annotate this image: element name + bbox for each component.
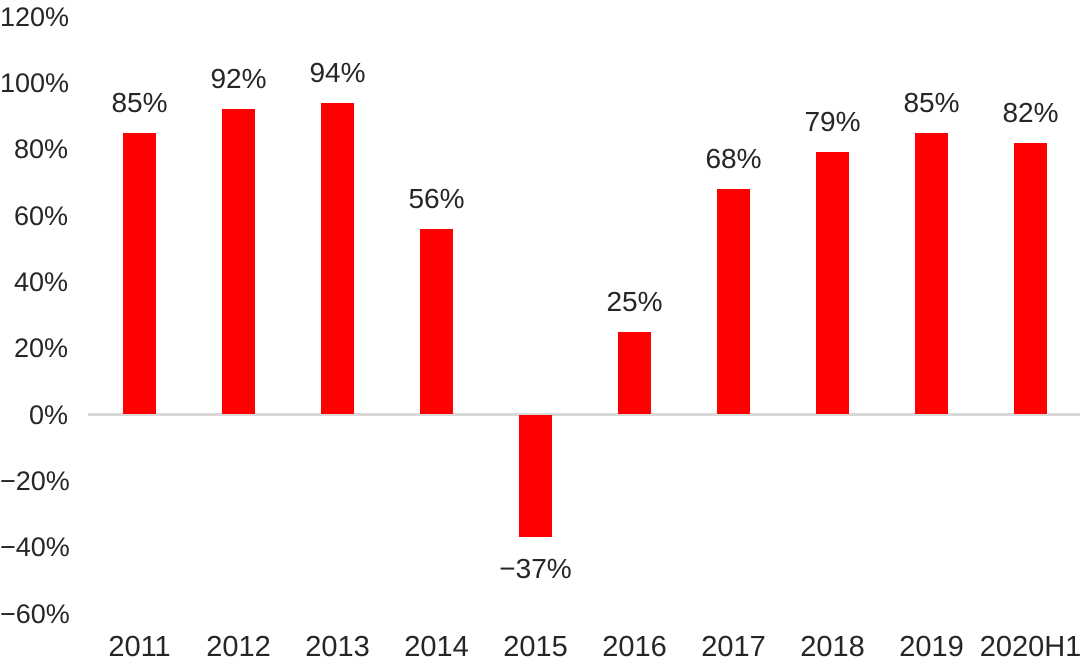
x-axis-label-2018: 2018: [800, 631, 865, 663]
y-axis-tick-label-40pct: 40%: [13, 266, 68, 297]
bar-2014: [420, 228, 453, 415]
bar-data-label-2016: 25%: [606, 285, 663, 317]
bar-2013: [321, 102, 354, 415]
x-axis-label-2011: 2011: [108, 631, 171, 663]
y-axis-tick-label-0pct: 0%: [28, 399, 68, 430]
x-axis-label-2016: 2016: [602, 631, 667, 663]
y-axis-tick-label-−40pct: −40%: [0, 532, 70, 563]
y-axis-tick-label-120pct: 120%: [0, 1, 70, 32]
bar-data-label-2012: 92%: [210, 63, 267, 95]
bar-data-label-2013: 94%: [309, 56, 366, 88]
bar-2011: [123, 132, 156, 415]
y-axis-tick-label-60pct: 60%: [13, 200, 68, 231]
y-axis-tick-label-80pct: 80%: [13, 134, 68, 165]
bar-data-label-2017: 68%: [705, 142, 762, 174]
x-axis-label-2019: 2019: [899, 631, 964, 663]
bar-2020H1: [1014, 142, 1047, 415]
x-axis-label-2012: 2012: [206, 631, 271, 663]
bar-2015: [519, 414, 552, 538]
bar-2016: [618, 331, 651, 415]
bar-2018: [816, 152, 849, 415]
bar-2012: [222, 109, 255, 415]
bar-data-label-2019: 85%: [903, 86, 960, 118]
bar-2017: [717, 188, 750, 415]
x-axis-line: [88, 413, 1080, 416]
bar-data-label-2014: 56%: [408, 182, 465, 214]
bar-data-label-2018: 79%: [804, 106, 861, 138]
x-axis-label-2013: 2013: [305, 631, 370, 663]
y-axis-tick-label-20pct: 20%: [13, 333, 68, 364]
x-axis-label-2017: 2017: [701, 631, 766, 663]
y-axis-tick-label-−60pct: −60%: [0, 598, 70, 629]
bar-data-label-2011: 85%: [111, 86, 168, 118]
x-axis-label-2020H1: 2020H1: [979, 631, 1080, 663]
y-axis-tick-label-−20pct: −20%: [0, 465, 70, 496]
y-axis-tick-label-100pct: 100%: [0, 67, 70, 98]
x-axis-label-2015: 2015: [503, 631, 568, 663]
bar-data-label-2020H1: 82%: [1002, 96, 1059, 128]
bar-data-label-2015: −37%: [499, 553, 572, 585]
x-axis-label-2014: 2014: [404, 631, 469, 663]
bar-2019: [915, 132, 948, 415]
